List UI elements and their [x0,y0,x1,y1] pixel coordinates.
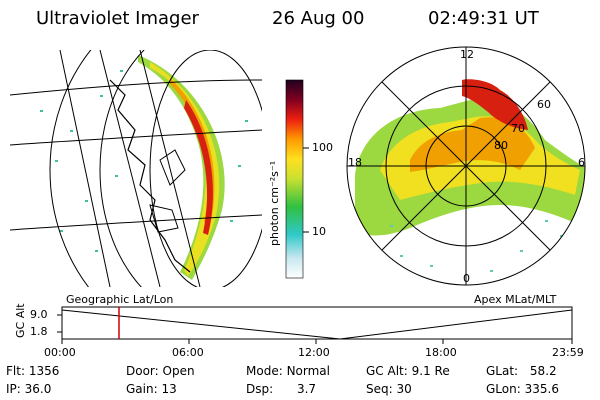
instrument-title: Ultraviolet Imager [36,8,199,29]
status-gain: Gain: 13 [126,382,177,396]
status-mode: Mode: Normal [246,364,330,378]
lat-label-70: 70 [511,122,525,135]
polar-image [355,79,585,272]
altitude-xtick-1: 06:00 [172,346,204,359]
left-panel-caption: Geographic Lat/Lon [66,293,174,306]
altitude-plot [57,306,573,344]
mlt-label-12: 12 [460,48,474,61]
colorbar-label-100: 100 [312,141,333,154]
lat-label-80: 80 [494,139,508,152]
time-label: 02:49:31 UT [428,8,539,29]
date-label: 26 Aug 00 [272,8,365,29]
colorbar-label-10: 10 [312,225,326,238]
status-flt: Flt: 1356 [6,364,60,378]
altitude-xtick-3: 18:00 [425,346,457,359]
status-ip: IP: 36.0 [6,382,52,396]
altitude-ytick-low: 1.8 [30,325,48,338]
status-gc-alt: GC Alt: 9.1 Re [366,364,450,378]
status-seq: Seq: 30 [366,382,412,396]
altitude-xtick-4: 23:59 [552,346,584,359]
mlt-label-18: 18 [348,156,362,169]
status-glat: GLat: 58.2 [486,364,557,378]
altitude-xtick-0: 00:00 [44,346,76,359]
mlt-label-0: 0 [463,272,470,285]
colorbar [285,79,304,279]
altitude-ylabel: GC Alt [14,303,27,338]
polar-grid [346,46,586,286]
altitude-xtick-2: 12:00 [298,346,330,359]
status-door: Door: Open [126,364,195,378]
colorbar-unit: photon cm⁻²s⁻¹ [268,160,281,246]
geographic-image [9,50,262,287]
mlt-label-6: 6 [578,156,585,169]
status-dsp: Dsp: 3.7 [246,382,317,396]
status-glon: GLon: 335.6 [486,382,559,396]
altitude-ytick-high: 9.0 [30,308,48,321]
right-panel-caption: Apex MLat/MLT [474,293,557,306]
lat-label-60: 60 [537,98,551,111]
